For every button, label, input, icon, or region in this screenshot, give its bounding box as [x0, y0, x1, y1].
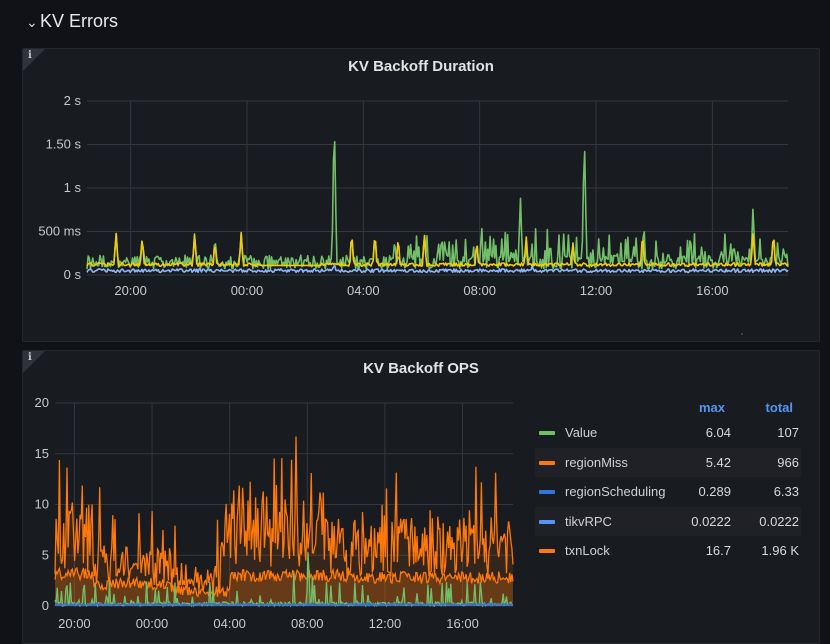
row-header-kv-errors[interactable]: ⌄ KV Errors — [0, 0, 830, 46]
legend-total: 6.33 — [773, 484, 799, 499]
y-tick-label: 2 s — [64, 93, 82, 108]
series-area-Value — [55, 552, 513, 606]
y-tick-label: 0 — [42, 598, 49, 613]
y-tick-label: 0 s — [64, 267, 82, 282]
legend-row-Value[interactable]: Value 6.04 107 — [535, 418, 801, 448]
panel-kv-backoff-duration: i KV Backoff Duration 2 s 1.50 s 1 s 500 ms… — [22, 48, 820, 342]
x-tick-label: 20:00 — [58, 616, 91, 631]
y-tick-label: 15 — [35, 446, 49, 461]
y-tick-label: 1 s — [64, 180, 82, 195]
ops-legend-table: max total Value 6.04 107 regionMiss 5.42 966 r… — [535, 398, 801, 566]
legend-header-total[interactable]: total — [765, 400, 793, 415]
legend-header-max[interactable]: max — [699, 400, 726, 415]
x-tick-label: 16:00 — [446, 616, 479, 631]
series-line-txnLock[interactable] — [54, 436, 514, 593]
legend-swatch — [539, 519, 555, 524]
legend-total: 0.0222 — [759, 513, 799, 529]
panel-info-corner[interactable] — [23, 351, 45, 373]
series-line-80[interactable] — [86, 264, 789, 274]
legend-name: tikvRPC — [565, 513, 612, 529]
legend-total: 107 — [777, 425, 799, 440]
legend-name: regionScheduling — [565, 484, 666, 499]
x-tick-label: 12:00 — [369, 616, 402, 631]
legend-max: 0.0222 — [691, 513, 731, 529]
row-title: KV Errors — [40, 11, 119, 31]
y-tick-label: 5 — [42, 547, 49, 562]
x-tick-label: 00:00 — [231, 283, 264, 298]
x-tick-label: 04:00 — [213, 616, 246, 631]
legend-max: 16.7 — [705, 543, 731, 558]
info-icon[interactable]: i — [28, 352, 32, 363]
info-icon[interactable]: i — [28, 50, 32, 61]
ops-chart[interactable]: 20 15 10 5 0 20:00 00:00 04:00 08:00 12:00 16:00 — [23, 381, 523, 643]
legend-name: Value — [565, 425, 598, 440]
series-area-regionMiss — [55, 568, 513, 606]
panel-title[interactable]: KV Backoff Duration — [348, 58, 494, 75]
legend-total: 1.96 K — [761, 543, 799, 558]
legend-name: txnLock — [565, 543, 610, 558]
legend-row-regionScheduling[interactable]: regionScheduling 0.289 6.33 — [535, 477, 801, 507]
decorative-dot — [741, 333, 743, 335]
legend-header: max total — [535, 398, 801, 418]
panel-info-corner[interactable] — [23, 49, 45, 71]
legend-total: 966 — [777, 454, 799, 470]
y-tick-label: 500 ms — [38, 224, 81, 239]
series-line-999[interactable] — [86, 140, 789, 270]
chevron-down-icon[interactable]: ⌄ — [26, 14, 38, 30]
legend-row-tikvRPC[interactable]: tikvRPC 0.0222 0.0222 — [535, 506, 801, 536]
x-tick-label: 08:00 — [463, 283, 496, 298]
y-tick-label: 10 — [35, 497, 49, 512]
x-tick-label: 16:00 — [696, 283, 729, 298]
series-line-99[interactable] — [86, 231, 789, 268]
series-line-regionMiss[interactable] — [54, 566, 514, 598]
panel-title[interactable]: KV Backoff OPS — [363, 360, 479, 377]
legend-row-regionMiss[interactable]: regionMiss 5.42 966 — [535, 447, 801, 477]
legend-swatch — [539, 490, 555, 494]
legend-max: 6.04 — [705, 425, 731, 440]
x-tick-label: 12:00 — [580, 283, 613, 298]
x-tick-label: 00:00 — [136, 616, 169, 631]
legend-swatch — [539, 549, 555, 553]
duration-chart[interactable]: 2 s 1.50 s 1 s 500 ms 0 s 20:00 00:00 04:00 08:0… — [23, 79, 819, 339]
legend-swatch — [539, 460, 555, 465]
x-tick-label: 08:00 — [291, 616, 324, 631]
x-tick-label: 20:00 — [114, 283, 147, 298]
legend-swatch — [539, 431, 555, 435]
y-tick-label: 1.50 s — [46, 137, 82, 152]
legend-row-txnLock[interactable]: txnLock 16.7 1.96 K — [535, 536, 801, 566]
y-tick-label: 20 — [35, 395, 49, 410]
panel-kv-backoff-ops: i KV Backoff OPS 20 15 10 5 0 20:00 00:00 04:00… — [22, 350, 820, 644]
legend-name: regionMiss — [565, 454, 628, 470]
legend-max: 0.289 — [698, 484, 731, 499]
series-line-regionScheduling[interactable] — [54, 601, 514, 608]
x-tick-label: 04:00 — [347, 283, 380, 298]
legend-max: 5.42 — [705, 454, 731, 470]
